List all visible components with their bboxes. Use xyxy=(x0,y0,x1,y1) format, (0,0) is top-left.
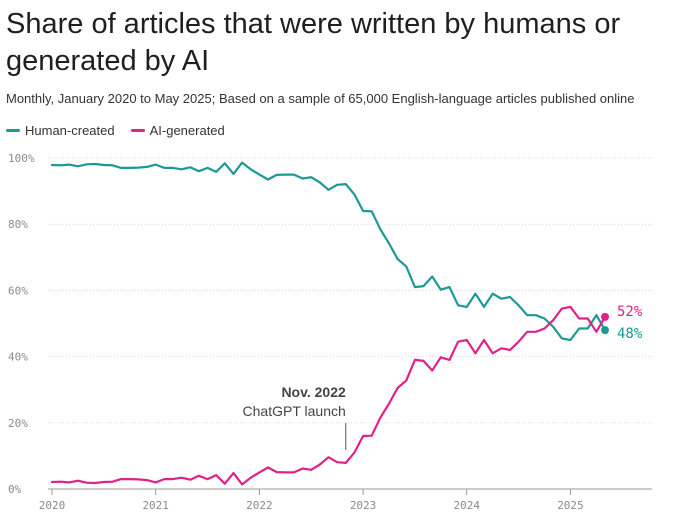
x-tick-label: 2023 xyxy=(350,499,377,512)
x-tick-label: 2021 xyxy=(142,499,169,512)
series-end-label-human: 48% xyxy=(617,326,643,342)
x-tick-label: 2022 xyxy=(246,499,273,512)
series-line-ai xyxy=(50,305,607,486)
legend-label-human: Human-created xyxy=(25,122,115,138)
legend-item-ai: AI-generated xyxy=(130,122,225,138)
chart-title: Share of articles that were written by h… xyxy=(6,8,621,77)
legend-item-human: Human-created xyxy=(6,123,115,138)
y-tick-label: 80% xyxy=(8,218,28,231)
chart-legend: Human-created AI-generated xyxy=(6,122,241,138)
x-tick-label: 2024 xyxy=(454,499,481,512)
legend-swatch-ai xyxy=(130,128,145,132)
series-end-dot-human xyxy=(601,326,609,335)
annotation-subtitle: ChatGPT launch xyxy=(243,403,346,419)
y-tick-label: 20% xyxy=(8,417,28,430)
y-tick-label: 100% xyxy=(8,152,35,165)
legend-label-ai: AI-generated xyxy=(149,122,225,138)
x-tick-label: 2025 xyxy=(557,499,584,512)
annotation-title: Nov. 2022 xyxy=(281,384,346,400)
series-line-human xyxy=(50,161,607,342)
legend-swatch-human xyxy=(6,128,20,132)
y-tick-label: 0% xyxy=(8,483,22,496)
series-end-dot-ai xyxy=(601,312,609,321)
y-tick-label: 60% xyxy=(8,284,28,297)
chart-subtitle: Monthly, January 2020 to May 2025; Based… xyxy=(6,91,635,106)
x-tick-label: 2020 xyxy=(39,499,66,512)
series-end-label-ai: 52% xyxy=(617,304,643,320)
y-tick-label: 40% xyxy=(8,351,28,364)
